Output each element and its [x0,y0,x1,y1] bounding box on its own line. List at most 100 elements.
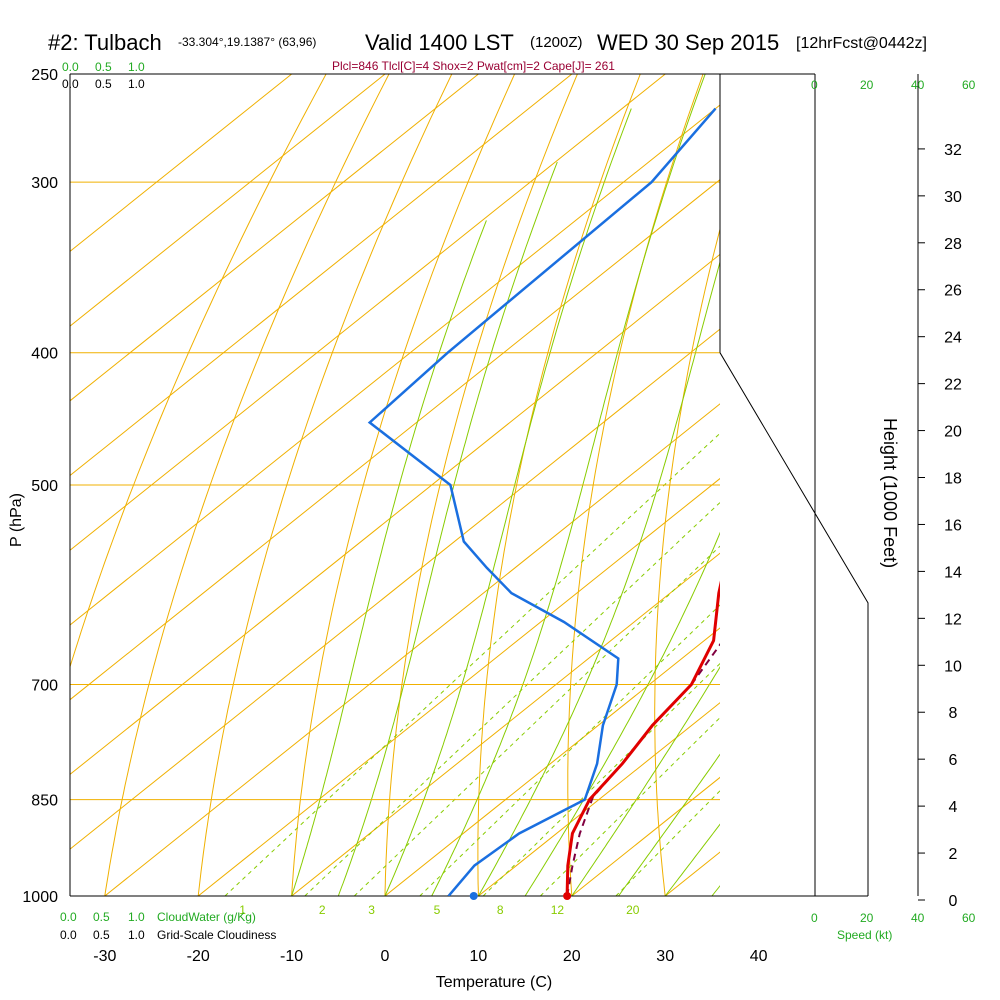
dry-adiabat-line [104,74,390,896]
cloud-tick-2: 1.0 [128,60,145,74]
dry-adiabat-line [567,74,704,896]
height-tick-label: 10 [944,658,962,675]
title-z: (1200Z) [530,34,583,51]
mixing-ratio-label: 20 [626,903,640,917]
moist-adiabat-line [384,108,632,896]
title-date: WED 30 Sep 2015 [597,30,779,55]
dry-adiabat-line [739,50,836,925]
height-tick-label: 28 [944,236,962,253]
x-tick-label: 10 [470,948,488,965]
dewpoint-line [367,107,717,896]
height-tick-label: 2 [949,846,958,863]
isotherm-line [852,74,1000,896]
dry-adiabat-line [70,74,327,669]
cloud-tick-bottom-1: 0.5 [93,910,110,924]
moist-adiabat-line [291,220,487,896]
x-tick-label: 40 [750,948,768,965]
temperature-line [565,580,720,896]
mixing-ratio-line [304,501,720,896]
height-tick-label: 32 [944,142,962,159]
mixing-ratio-line [353,545,720,896]
frame-right-slant [719,352,869,896]
speed-tick-bottom-3: 60 [962,911,976,925]
cloudiness-tick-0: 0.0 [62,77,79,91]
cloudiness-tick-bottom-2: 1.0 [128,928,145,942]
dry-adiabat-line [384,74,578,896]
x-tick-label: 20 [563,948,581,965]
surface-dewpoint-dot [469,892,478,900]
background-lines [70,50,1000,925]
title-coords: -33.304°,19.1387° (63,96) [178,35,316,49]
height-tick-label: 12 [944,611,962,628]
height-tick-label: 20 [944,424,962,441]
cloud-tick-1: 0.5 [95,60,112,74]
mixing-ratio-label: 1 [239,903,246,917]
height-tick-label: 16 [944,517,962,534]
cloudiness-label: Grid-Scale Cloudiness [157,928,276,942]
dry-adiabat-line [654,227,720,896]
x-tick-label: -10 [280,948,303,965]
cloud-label: CloudWater (g/Kg) [157,910,256,924]
cloud-tick-bottom-2: 1.0 [128,910,145,924]
cloudiness-tick-1: 0.5 [95,77,112,91]
cloudiness-tick-2: 1.0 [128,77,145,91]
height-tick-label: 24 [944,330,962,347]
moist-adiabat-line [571,666,720,896]
axes: -30 -20 -10 0 10 20 30 40 250 300 400 500 700 850 1000… [22,67,767,965]
mixing-ratio-label: 5 [434,903,441,917]
height-tick-label: 14 [944,564,962,581]
mixing-ratio-label: 2 [319,903,326,917]
isotherm-line [70,74,386,327]
speed-tick-top-3: 60 [962,78,976,92]
height-axis-label: Height (1000 Feet) [880,418,900,568]
p-tick-label: 400 [31,346,58,363]
cloudiness-tick-bottom-1: 0.5 [93,928,110,942]
dry-adiabat-line [291,74,516,896]
isotherm-line [70,74,293,253]
speed-tick-top-0: 0 [811,78,818,92]
mixing-ratio-line [482,662,720,896]
height-tick-label: 0 [949,893,958,910]
speed-label: Speed (kt) [837,928,892,942]
height-tick-label: 22 [944,377,962,394]
height-tick-label: 4 [949,799,958,816]
cloud-tick-0: 0.0 [62,60,79,74]
surface-temperature-dot [563,892,572,900]
mixing-ratio-line [224,432,720,896]
p-tick-label: 300 [31,175,58,192]
moist-adiabat-line [337,161,558,896]
mixing-ratio-label: 3 [368,903,375,917]
y-axis-label: P (hPa) [8,493,25,547]
mixing-ratio-label: 12 [551,903,565,917]
x-tick-label: -30 [93,948,116,965]
speed-tick-top-2: 40 [911,78,925,92]
dry-adiabat-line [197,74,453,896]
speed-tick-bottom-0: 0 [811,911,818,925]
speed-tick-bottom-1: 20 [860,911,874,925]
speed-tick-bottom-2: 40 [911,911,925,925]
indices-text: Plcl=846 Tlcl[C]=4 Shox=2 Pwat[cm]=2 Cap… [332,59,615,73]
p-tick-label: 250 [31,67,58,84]
isotherm-line [478,702,720,896]
p-tick-label: 700 [31,678,58,695]
speed-tick-top-1: 20 [860,78,874,92]
moist-adiabat-line [477,260,720,896]
isotherm-line [291,552,720,896]
x-tick-label: 30 [656,948,674,965]
height-tick-label: 26 [944,283,962,300]
x-tick-label: 0 [381,948,390,965]
moist-adiabat-line [759,74,1000,896]
dry-adiabat-line [976,50,1000,925]
cloud-tick-bottom-0: 0.0 [60,910,77,924]
moist-adiabat-line [431,74,706,896]
height-tick-label: 8 [949,705,958,722]
title-valid: Valid 1400 LST [365,30,514,55]
moist-adiabat-line [524,531,720,896]
p-tick-label: 500 [31,478,58,495]
p-tick-label: 1000 [22,889,58,906]
p-tick-label: 850 [31,793,58,810]
mixing-ratio-line [540,716,720,896]
x-axis-label: Temperature (C) [436,974,552,991]
